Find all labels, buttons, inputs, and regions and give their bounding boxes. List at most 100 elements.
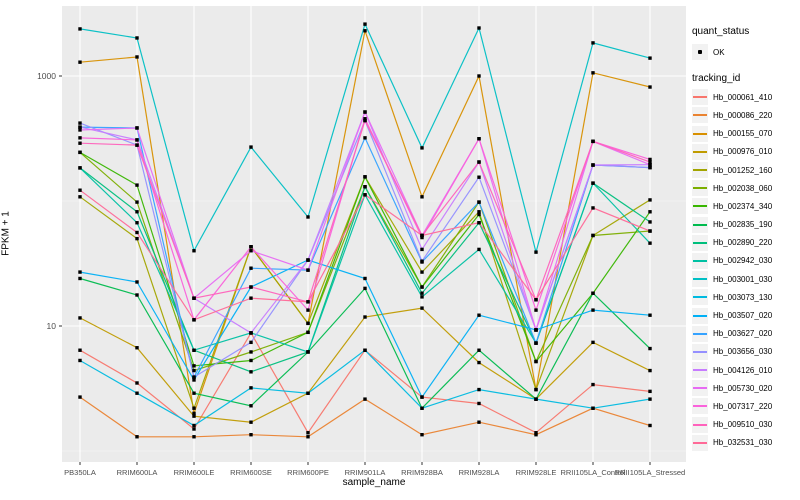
data-point[interactable] (78, 358, 82, 363)
data-point[interactable] (477, 221, 481, 225)
legend-item[interactable]: Hb_000086_220 (692, 106, 800, 124)
data-point[interactable] (192, 364, 196, 368)
data-point[interactable] (477, 247, 481, 252)
data-point[interactable] (420, 195, 424, 199)
data-point[interactable] (477, 137, 481, 141)
data-point[interactable] (363, 276, 367, 281)
data-point[interactable] (363, 175, 367, 179)
data-point[interactable] (591, 382, 595, 387)
data-point[interactable] (420, 406, 424, 410)
data-point[interactable] (192, 391, 196, 395)
data-point[interactable] (78, 128, 82, 132)
data-point[interactable] (648, 346, 652, 351)
data-point[interactable] (420, 233, 424, 238)
data-point[interactable] (477, 420, 481, 424)
data-point[interactable] (591, 291, 595, 295)
data-point[interactable] (648, 241, 652, 245)
data-point[interactable] (78, 27, 82, 31)
data-point[interactable] (135, 236, 139, 241)
data-point[interactable] (135, 36, 139, 40)
data-point[interactable] (135, 126, 139, 130)
data-point[interactable] (534, 431, 538, 435)
data-point[interactable] (534, 298, 538, 302)
data-point[interactable] (648, 160, 652, 164)
data-point[interactable] (648, 56, 652, 60)
data-point[interactable] (192, 378, 196, 382)
legend-item[interactable]: Hb_003507_020 (692, 306, 800, 324)
data-point[interactable] (477, 210, 481, 214)
data-point[interactable] (306, 300, 310, 304)
data-point[interactable] (420, 235, 424, 240)
data-point[interactable] (648, 229, 652, 233)
data-point[interactable] (591, 406, 595, 410)
data-point[interactable] (78, 125, 82, 129)
data-point[interactable] (534, 387, 538, 392)
data-point[interactable] (363, 185, 367, 189)
data-point[interactable] (192, 296, 196, 300)
data-point[interactable] (477, 360, 481, 365)
data-point[interactable] (420, 306, 424, 310)
legend-item[interactable]: Hb_002038_060 (692, 179, 800, 197)
data-point[interactable] (249, 245, 253, 249)
data-point[interactable] (249, 266, 253, 270)
data-point[interactable] (249, 350, 253, 354)
data-point[interactable] (534, 341, 538, 345)
data-point[interactable] (135, 210, 139, 214)
data-point[interactable] (648, 165, 652, 170)
data-point[interactable] (135, 346, 139, 350)
data-point[interactable] (78, 121, 82, 125)
data-point[interactable] (648, 313, 652, 317)
data-point[interactable] (135, 391, 139, 395)
data-point[interactable] (306, 435, 310, 439)
data-point[interactable] (249, 404, 253, 408)
data-point[interactable] (192, 318, 196, 322)
data-point[interactable] (306, 258, 310, 262)
data-point[interactable] (249, 386, 253, 390)
data-point[interactable] (477, 26, 481, 30)
data-point[interactable] (78, 195, 82, 199)
data-point[interactable] (477, 212, 481, 217)
data-point[interactable] (534, 308, 538, 312)
data-point[interactable] (78, 136, 82, 140)
data-point[interactable] (135, 435, 139, 439)
data-point[interactable] (192, 414, 196, 418)
data-point[interactable] (648, 220, 652, 224)
data-point[interactable] (363, 193, 367, 197)
data-point[interactable] (78, 150, 82, 155)
data-point[interactable] (192, 375, 196, 379)
legend-item[interactable]: Hb_002942_030 (692, 252, 800, 270)
data-point[interactable] (534, 397, 538, 401)
data-point[interactable] (78, 395, 82, 399)
data-point[interactable] (249, 285, 253, 289)
data-point[interactable] (591, 181, 595, 185)
data-point[interactable] (135, 230, 139, 235)
data-point[interactable] (306, 268, 310, 272)
legend-item[interactable]: Hb_003627_020 (692, 325, 800, 343)
data-point[interactable] (648, 157, 652, 162)
data-point[interactable] (591, 233, 595, 238)
legend-item[interactable]: Hb_004126_010 (692, 361, 800, 379)
data-point[interactable] (648, 85, 652, 89)
data-point[interactable] (363, 110, 367, 114)
data-point[interactable] (249, 145, 253, 149)
data-point[interactable] (192, 249, 196, 253)
data-point[interactable] (249, 296, 253, 300)
legend-item[interactable]: Hb_002890_220 (692, 234, 800, 252)
data-point[interactable] (306, 215, 310, 219)
data-point[interactable] (477, 200, 481, 204)
data-point[interactable] (363, 29, 367, 33)
data-point[interactable] (135, 183, 139, 187)
data-point[interactable] (534, 328, 538, 332)
data-point[interactable] (420, 270, 424, 274)
legend-item-ok[interactable]: OK (692, 43, 800, 61)
data-point[interactable] (249, 433, 253, 437)
data-point[interactable] (648, 389, 652, 394)
legend-item[interactable]: Hb_005730_020 (692, 379, 800, 397)
data-point[interactable] (306, 330, 310, 335)
data-point[interactable] (648, 198, 652, 202)
data-point[interactable] (420, 146, 424, 150)
data-point[interactable] (420, 259, 424, 263)
data-point[interactable] (306, 431, 310, 435)
data-point[interactable] (420, 291, 424, 295)
data-point[interactable] (135, 200, 139, 204)
